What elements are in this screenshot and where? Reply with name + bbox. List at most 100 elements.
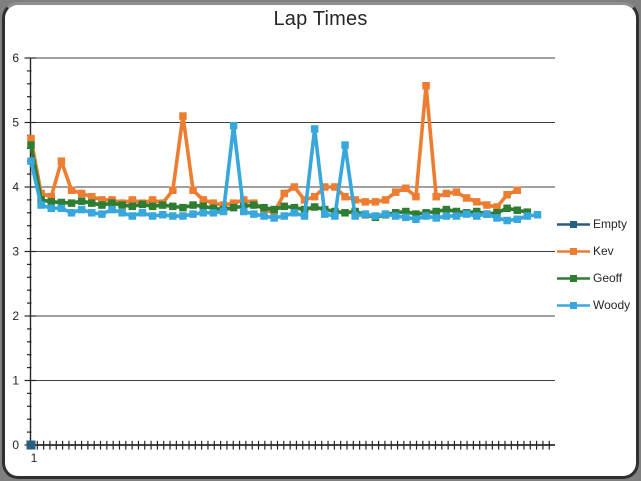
legend-marker-icon: [557, 301, 590, 309]
series-marker: [169, 202, 177, 211]
series-marker: [128, 212, 137, 220]
series-marker: [442, 212, 451, 220]
series-marker: [280, 212, 288, 220]
series-marker: [483, 201, 491, 209]
series-marker: [402, 213, 410, 222]
series-marker: [523, 212, 532, 220]
series-marker: [310, 192, 319, 201]
series-marker: [209, 204, 218, 213]
y-axis-label: 0: [12, 438, 19, 452]
series-marker: [148, 212, 157, 220]
series-marker: [189, 186, 197, 194]
series-marker: [260, 212, 268, 220]
series-marker: [341, 192, 349, 201]
series-marker: [381, 196, 390, 204]
series-marker: [88, 192, 96, 201]
series-marker: [331, 212, 339, 220]
series-marker: [513, 215, 521, 223]
series-marker: [310, 125, 319, 133]
series-marker: [503, 190, 511, 199]
series-marker: [432, 192, 440, 201]
series-marker: [98, 210, 106, 218]
series-marker: [209, 199, 218, 207]
x-axis-first-label: 1: [30, 451, 38, 465]
y-axis-label: 4: [12, 180, 19, 194]
legend-label: Empty: [593, 217, 628, 231]
series-marker: [199, 196, 207, 204]
series-marker: [472, 212, 481, 220]
series-marker: [452, 207, 461, 216]
series-marker: [270, 214, 278, 222]
series-marker: [57, 198, 66, 207]
series-marker: [57, 157, 66, 165]
series-marker: [219, 207, 228, 216]
series-marker: [179, 212, 187, 220]
series-marker: [422, 212, 430, 220]
series-marker: [88, 209, 96, 217]
series-marker: [280, 202, 288, 211]
series-kev: [27, 81, 521, 217]
series-marker: [290, 203, 299, 212]
series-marker: [77, 189, 86, 198]
y-axis-label: 2: [12, 309, 19, 323]
series-marker: [199, 209, 207, 217]
y-axis-label: 5: [12, 116, 19, 130]
series-marker: [462, 194, 471, 202]
x-axis: [30, 440, 555, 450]
series-marker: [422, 81, 430, 90]
series-marker: [37, 201, 45, 209]
series-marker: [179, 203, 187, 212]
series-marker: [98, 201, 106, 209]
legend-marker-icon: [557, 274, 590, 282]
series-marker: [341, 209, 349, 217]
series-marker: [280, 189, 288, 198]
series-marker: [27, 157, 35, 165]
series-marker: [270, 205, 278, 214]
series-marker: [26, 440, 36, 450]
series-marker: [351, 196, 359, 204]
series-marker: [533, 210, 542, 219]
legend-item-empty: Empty: [557, 217, 630, 231]
series-marker: [128, 202, 137, 211]
y-axis: 0 1 2 3 4 5 6: [12, 51, 36, 452]
series-marker: [138, 209, 147, 217]
series-marker: [229, 199, 238, 207]
series-marker: [67, 199, 76, 207]
series-marker: [321, 183, 329, 191]
series-marker: [341, 141, 349, 149]
series-marker: [88, 199, 96, 207]
series-marker: [250, 210, 258, 218]
series-marker: [472, 198, 481, 206]
series-marker: [452, 212, 461, 220]
series-marker: [432, 214, 440, 222]
legend-item-kev: Kev: [557, 244, 630, 258]
series-marker: [381, 210, 390, 218]
series-marker: [462, 210, 471, 218]
series-marker: [77, 205, 86, 214]
legend-item-woody: Woody: [557, 298, 630, 312]
series-marker: [169, 186, 177, 194]
series-marker: [189, 201, 197, 209]
series-marker: [158, 201, 167, 209]
series-marker: [138, 200, 147, 209]
series-marker: [331, 183, 339, 191]
series-marker: [189, 210, 197, 218]
series-marker: [300, 212, 309, 220]
series-marker: [472, 207, 481, 216]
series-marker: [77, 197, 86, 205]
series-marker: [452, 188, 461, 196]
series-marker: [47, 204, 56, 213]
series-marker: [148, 196, 157, 204]
series-marker: [523, 208, 532, 216]
series-marker: [199, 202, 207, 211]
y-axis-label: 6: [12, 51, 19, 65]
series-marker: [158, 210, 167, 219]
series-marker: [118, 201, 126, 209]
series-marker: [412, 210, 420, 218]
series-marker: [108, 199, 116, 207]
series-marker: [98, 196, 106, 204]
legend-marker-icon: [557, 220, 590, 228]
series-marker: [300, 196, 309, 204]
